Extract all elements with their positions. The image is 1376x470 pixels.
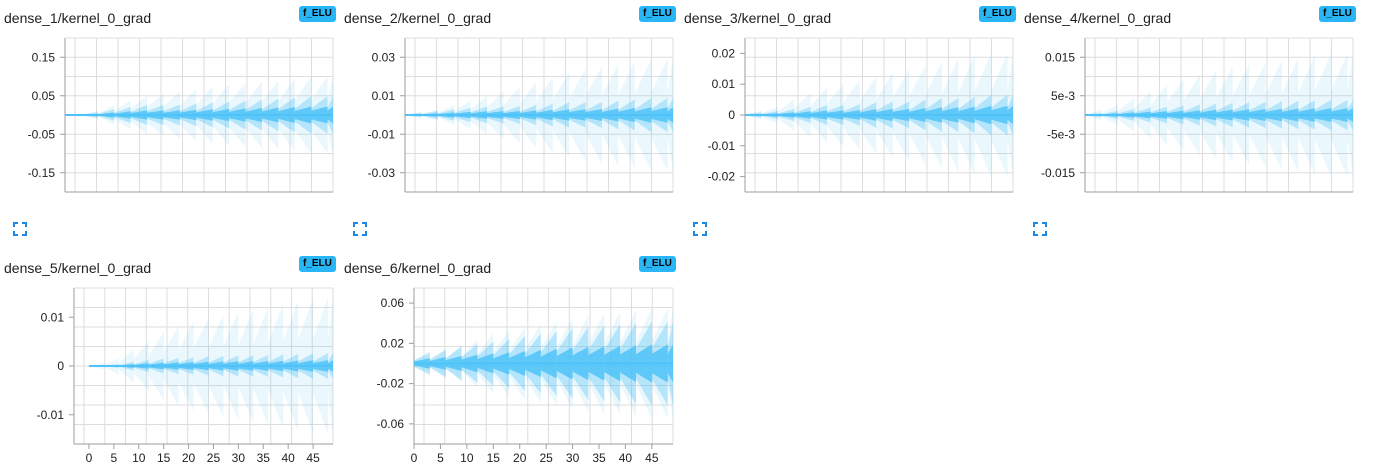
violin-series <box>65 76 333 154</box>
x-tick-label: 40 <box>619 451 633 465</box>
violin-series <box>414 308 673 419</box>
y-tick-label: -0.05 <box>28 127 56 141</box>
histogram-chart[interactable]: 0.015 5e-3 -5e-3 -0.015 <box>1020 0 1360 200</box>
fullscreen-expand-icon[interactable] <box>353 222 367 236</box>
chart-card-dense-1: dense_1/kernel_0_grad f_ELU 0.15 0.05 -0.0… <box>0 0 340 236</box>
x-tick-label: 30 <box>232 451 246 465</box>
y-tick-label: -0.06 <box>377 417 405 431</box>
x-tick-label: 15 <box>157 451 171 465</box>
y-tick-label: -0.02 <box>377 377 405 391</box>
y-tick-label: 0.02 <box>381 336 405 350</box>
y-tick-label: -0.01 <box>37 408 65 422</box>
x-tick-label: 0 <box>411 451 418 465</box>
chart-card-dense-6: dense_6/kernel_0_grad f_ELU 0.06 0.02 -0.0… <box>340 250 680 470</box>
chart-card-dense-2: dense_2/kernel_0_grad f_ELU 0.03 0.01 -0.0… <box>340 0 680 236</box>
histogram-chart[interactable]: 0.06 0.02 -0.02 -0.06 0 5 10 15 20 25 30 35 40 45 <box>340 250 680 470</box>
x-tick-label: 25 <box>207 451 221 465</box>
chart-title: dense_6/kernel_0_grad <box>344 260 492 276</box>
run-badge[interactable]: f_ELU <box>639 256 676 272</box>
y-tick-label: 0.015 <box>1045 50 1075 64</box>
chart-title: dense_1/kernel_0_grad <box>4 10 152 26</box>
violin-series <box>745 53 1013 177</box>
histogram-chart[interactable]: 0.02 0.01 0 -0.01 -0.02 <box>680 0 1020 200</box>
x-tick-label: 20 <box>513 451 527 465</box>
y-tick-label: 0 <box>728 108 735 122</box>
histogram-chart[interactable]: 0.01 0 -0.01 0 5 10 15 20 25 30 35 40 45 <box>0 250 340 470</box>
x-tick-label: 0 <box>86 451 93 465</box>
fullscreen-expand-icon[interactable] <box>13 222 27 236</box>
y-tick-label: -0.03 <box>368 166 396 180</box>
y-tick-label: 0.01 <box>372 89 396 103</box>
fullscreen-expand-icon[interactable] <box>1033 222 1047 236</box>
chart-card-dense-3: dense_3/kernel_0_grad f_ELU 0.02 0.01 0 -0.… <box>680 0 1020 236</box>
run-badge[interactable]: f_ELU <box>299 6 336 22</box>
run-badge[interactable]: f_ELU <box>639 6 676 22</box>
chart-card-dense-5: dense_5/kernel_0_grad f_ELU 0.01 0 -0.01 0 5… <box>0 250 340 470</box>
violin-series <box>405 59 673 171</box>
x-tick-label: 45 <box>306 451 320 465</box>
y-tick-label: 0.15 <box>32 50 56 64</box>
chart-title: dense_3/kernel_0_grad <box>684 10 832 26</box>
y-tick-label: 0.05 <box>32 89 56 103</box>
x-tick-label: 35 <box>257 451 271 465</box>
histogram-chart[interactable]: 0.03 0.01 -0.01 -0.03 <box>340 0 680 200</box>
y-tick-label: -0.02 <box>708 170 736 184</box>
y-tick-label: 0.01 <box>712 77 736 91</box>
x-tick-label: 15 <box>487 451 501 465</box>
y-tick-label: 0 <box>57 359 64 373</box>
x-tick-label: 20 <box>182 451 196 465</box>
x-tick-label: 35 <box>592 451 606 465</box>
y-tick-label: 0.01 <box>41 310 65 324</box>
histogram-chart[interactable]: 0.15 0.05 -0.05 -0.15 <box>0 0 340 200</box>
run-badge[interactable]: f_ELU <box>1319 6 1356 22</box>
x-tick-label: 40 <box>281 451 295 465</box>
y-tick-label: -0.015 <box>1041 166 1075 180</box>
run-badge[interactable]: f_ELU <box>299 256 336 272</box>
y-tick-label: -0.01 <box>708 139 736 153</box>
y-tick-label: -5e-3 <box>1047 127 1075 141</box>
run-badge[interactable]: f_ELU <box>979 6 1016 22</box>
y-tick-label: 0.06 <box>381 296 405 310</box>
y-tick-label: 0.02 <box>712 46 736 60</box>
x-tick-label: 25 <box>539 451 553 465</box>
y-tick-label: 5e-3 <box>1051 89 1075 103</box>
chart-card-dense-4: dense_4/kernel_0_grad f_ELU 0.015 5e-3 -5e… <box>1020 0 1360 236</box>
chart-title: dense_4/kernel_0_grad <box>1024 10 1172 26</box>
x-tick-label: 10 <box>132 451 146 465</box>
chart-title: dense_5/kernel_0_grad <box>4 260 152 276</box>
violin-series <box>1085 53 1353 177</box>
y-tick-label: -0.01 <box>368 127 396 141</box>
x-tick-label: 30 <box>566 451 580 465</box>
x-tick-label: 10 <box>460 451 474 465</box>
x-tick-label: 5 <box>437 451 444 465</box>
fullscreen-expand-icon[interactable] <box>693 222 707 236</box>
chart-title: dense_2/kernel_0_grad <box>344 10 492 26</box>
y-tick-label: 0.03 <box>372 50 396 64</box>
x-tick-label: 5 <box>111 451 118 465</box>
y-tick-label: -0.15 <box>28 166 56 180</box>
x-tick-label: 45 <box>645 451 659 465</box>
violin-series <box>88 297 333 435</box>
